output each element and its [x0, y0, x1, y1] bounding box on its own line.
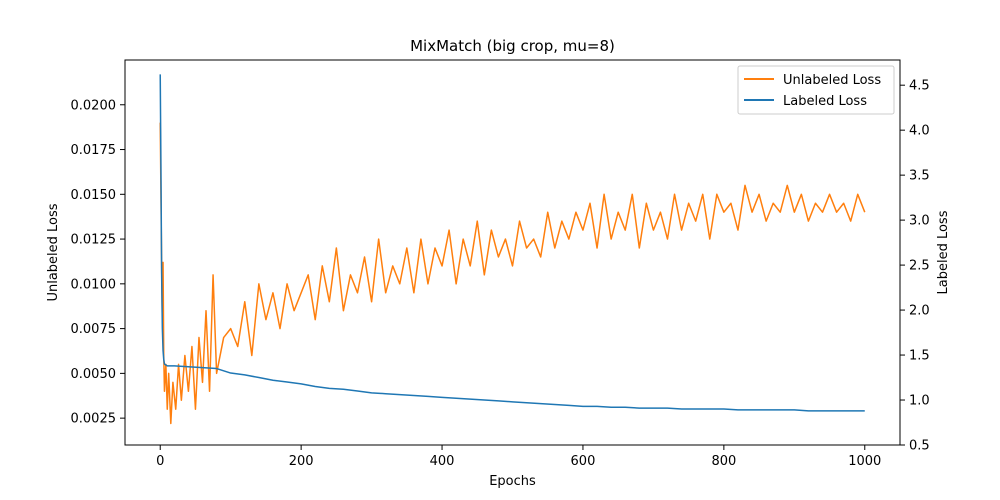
y-axis-left: 0.0025 0.0050 0.0075 0.0100 0.0125 0.0150 0.01…: [71, 98, 125, 427]
y-left-tick-label: 0.0175: [71, 143, 117, 158]
x-axis-title: Epochs: [489, 474, 536, 489]
series-line-labeled-loss: [159, 74, 865, 412]
y-left-tick-label: 0.0150: [71, 188, 117, 203]
legend: Unlabeled Loss Labeled Loss: [737, 65, 895, 115]
y-axis-right-title: Labeled Loss: [936, 210, 951, 294]
y-right-tick-label: 1.0: [909, 394, 930, 409]
y-right-tick-label: 0.5: [909, 439, 930, 454]
y-left-tick-label: 0.0200: [71, 98, 117, 113]
legend-label-labeled-loss: Labeled Loss: [783, 94, 867, 109]
chart-title: MixMatch (big crop, mu=8): [410, 37, 615, 55]
series-layer: [159, 74, 866, 425]
x-axis: 0 200 400 600 800 1000: [156, 445, 881, 469]
y-left-tick-label: 0.0050: [71, 367, 117, 382]
y-right-tick-label: 2.5: [909, 259, 930, 274]
legend-box: [737, 65, 895, 115]
x-tick-label: 600: [571, 454, 596, 469]
y-left-tick-label: 0.0125: [71, 233, 117, 248]
legend-label-unlabeled-loss: Unlabeled Loss: [783, 73, 881, 88]
y-right-tick-label: 1.5: [909, 349, 930, 364]
y-left-tick-label: 0.0025: [71, 412, 117, 427]
x-tick-label: 0: [156, 454, 164, 469]
y-axis-right: 0.5 1.0 1.5 2.0 2.5 3.0 3.5 4.0 4.5: [900, 79, 930, 454]
x-tick-label: 200: [289, 454, 314, 469]
y-left-tick-label: 0.0100: [71, 277, 117, 292]
y-axis-left-title: Unlabeled Loss: [46, 203, 61, 301]
x-tick-label: 400: [430, 454, 455, 469]
y-right-tick-label: 3.5: [909, 169, 930, 184]
y-right-tick-label: 4.0: [909, 124, 930, 139]
series-line-unlabeled-loss: [159, 122, 866, 425]
y-right-tick-label: 4.5: [909, 79, 930, 94]
x-tick-label: 800: [711, 454, 736, 469]
y-right-tick-label: 3.0: [909, 214, 930, 229]
x-tick-label: 1000: [848, 454, 881, 469]
y-left-tick-label: 0.0075: [71, 322, 117, 337]
plot-area: [124, 59, 901, 446]
y-right-tick-label: 2.0: [909, 304, 930, 319]
plot-frame: [124, 59, 901, 446]
